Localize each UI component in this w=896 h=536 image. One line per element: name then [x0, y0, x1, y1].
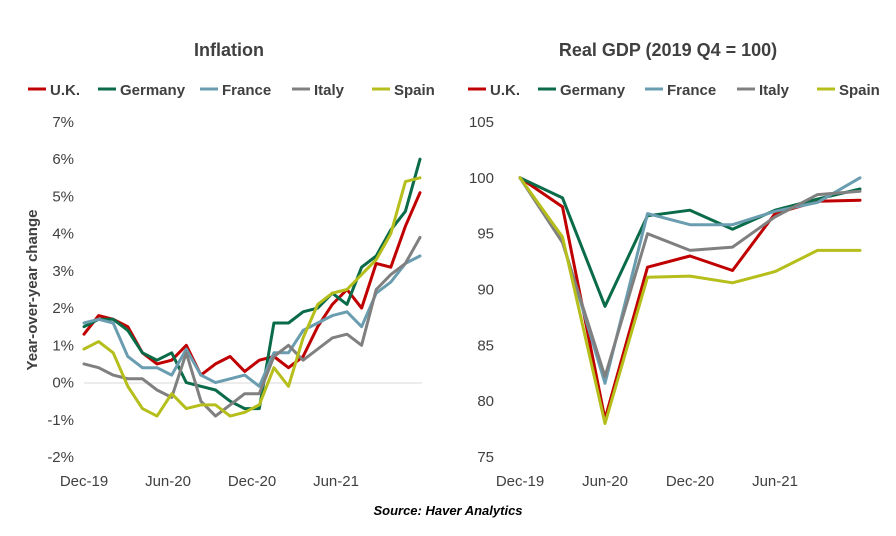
inflation-y-axis-label: Year-over-year change — [24, 210, 41, 371]
gdp-legend-label-u-k: U.K. — [490, 82, 520, 99]
inflation-y-tick-label: 3% — [52, 263, 74, 280]
gdp-line-u-k — [518, 176, 862, 421]
inflation-legend-label-italy: Italy — [314, 82, 345, 99]
inflation-line-france — [82, 254, 422, 388]
gdp-y-tick-label: 95 — [477, 226, 494, 243]
inflation-x-ticks: Dec-19 Jun-20 Dec-20 Jun-21 — [60, 473, 359, 490]
gdp-y-tick-label: 105 — [469, 114, 494, 131]
inflation-y-tick-label: -2% — [47, 449, 74, 466]
inflation-line-u-k — [82, 191, 422, 377]
inflation-legend-label-germany: Germany — [120, 82, 186, 99]
inflation-panel: Inflation U.K. Germany France Italy Spain Ye… — [24, 40, 435, 490]
inflation-y-tick-label: 0% — [52, 375, 74, 392]
inflation-y-tick-label: 6% — [52, 151, 74, 168]
inflation-legend: U.K. Germany France Italy Spain — [28, 82, 435, 99]
inflation-legend-label-france: France — [222, 82, 271, 99]
gdp-legend-label-spain: Spain — [839, 82, 880, 99]
inflation-legend-label-spain: Spain — [394, 82, 435, 99]
gdp-y-tick-label: 75 — [477, 449, 494, 466]
gdp-legend: U.K. Germany France Italy Spain — [468, 82, 880, 99]
source-note: Source: Haver Analytics — [373, 503, 522, 518]
inflation-x-tick-label: Dec-19 — [60, 473, 108, 490]
gdp-legend-label-italy: Italy — [759, 82, 790, 99]
inflation-legend-label-u-k: U.K. — [50, 82, 80, 99]
gdp-y-ticks: 105 100 95 90 85 80 75 — [469, 114, 494, 466]
inflation-x-tick-label: Dec-20 — [228, 473, 276, 490]
inflation-y-ticks: 7% 6% 5% 4% 3% 2% 1% 0% -1% -2% — [47, 114, 74, 466]
gdp-line-italy — [518, 176, 862, 379]
gdp-y-tick-label: 100 — [469, 170, 494, 187]
gdp-x-tick-label: Jun-20 — [582, 473, 628, 490]
inflation-y-tick-label: 4% — [52, 226, 74, 243]
gdp-panel: Real GDP (2019 Q4 = 100) U.K. Germany Fran… — [468, 40, 880, 490]
inflation-x-tick-label: Jun-20 — [145, 473, 191, 490]
inflation-line-italy — [82, 235, 422, 418]
gdp-x-ticks: Dec-19 Jun-20 Dec-20 Jun-21 — [496, 473, 798, 490]
inflation-line-spain — [82, 176, 422, 418]
gdp-y-tick-label: 80 — [477, 393, 494, 410]
gdp-x-tick-label: Dec-20 — [666, 473, 714, 490]
gdp-x-tick-label: Dec-19 — [496, 473, 544, 490]
gdp-line-spain — [518, 176, 862, 425]
inflation-series-lines — [82, 157, 422, 418]
gdp-x-tick-label: Jun-21 — [752, 473, 798, 490]
gdp-y-tick-label: 90 — [477, 282, 494, 299]
gdp-legend-label-france: France — [667, 82, 716, 99]
inflation-y-tick-label: 7% — [52, 114, 74, 131]
inflation-x-tick-label: Jun-21 — [313, 473, 359, 490]
inflation-y-tick-label: 2% — [52, 300, 74, 317]
gdp-series-lines — [518, 176, 862, 425]
gdp-y-tick-label: 85 — [477, 337, 494, 354]
inflation-y-tick-label: 1% — [52, 337, 74, 354]
gdp-legend-label-germany: Germany — [560, 82, 626, 99]
gdp-title: Real GDP (2019 Q4 = 100) — [559, 40, 777, 60]
inflation-y-tick-label: -1% — [47, 412, 74, 429]
inflation-y-tick-label: 5% — [52, 188, 74, 205]
inflation-title: Inflation — [194, 40, 264, 60]
